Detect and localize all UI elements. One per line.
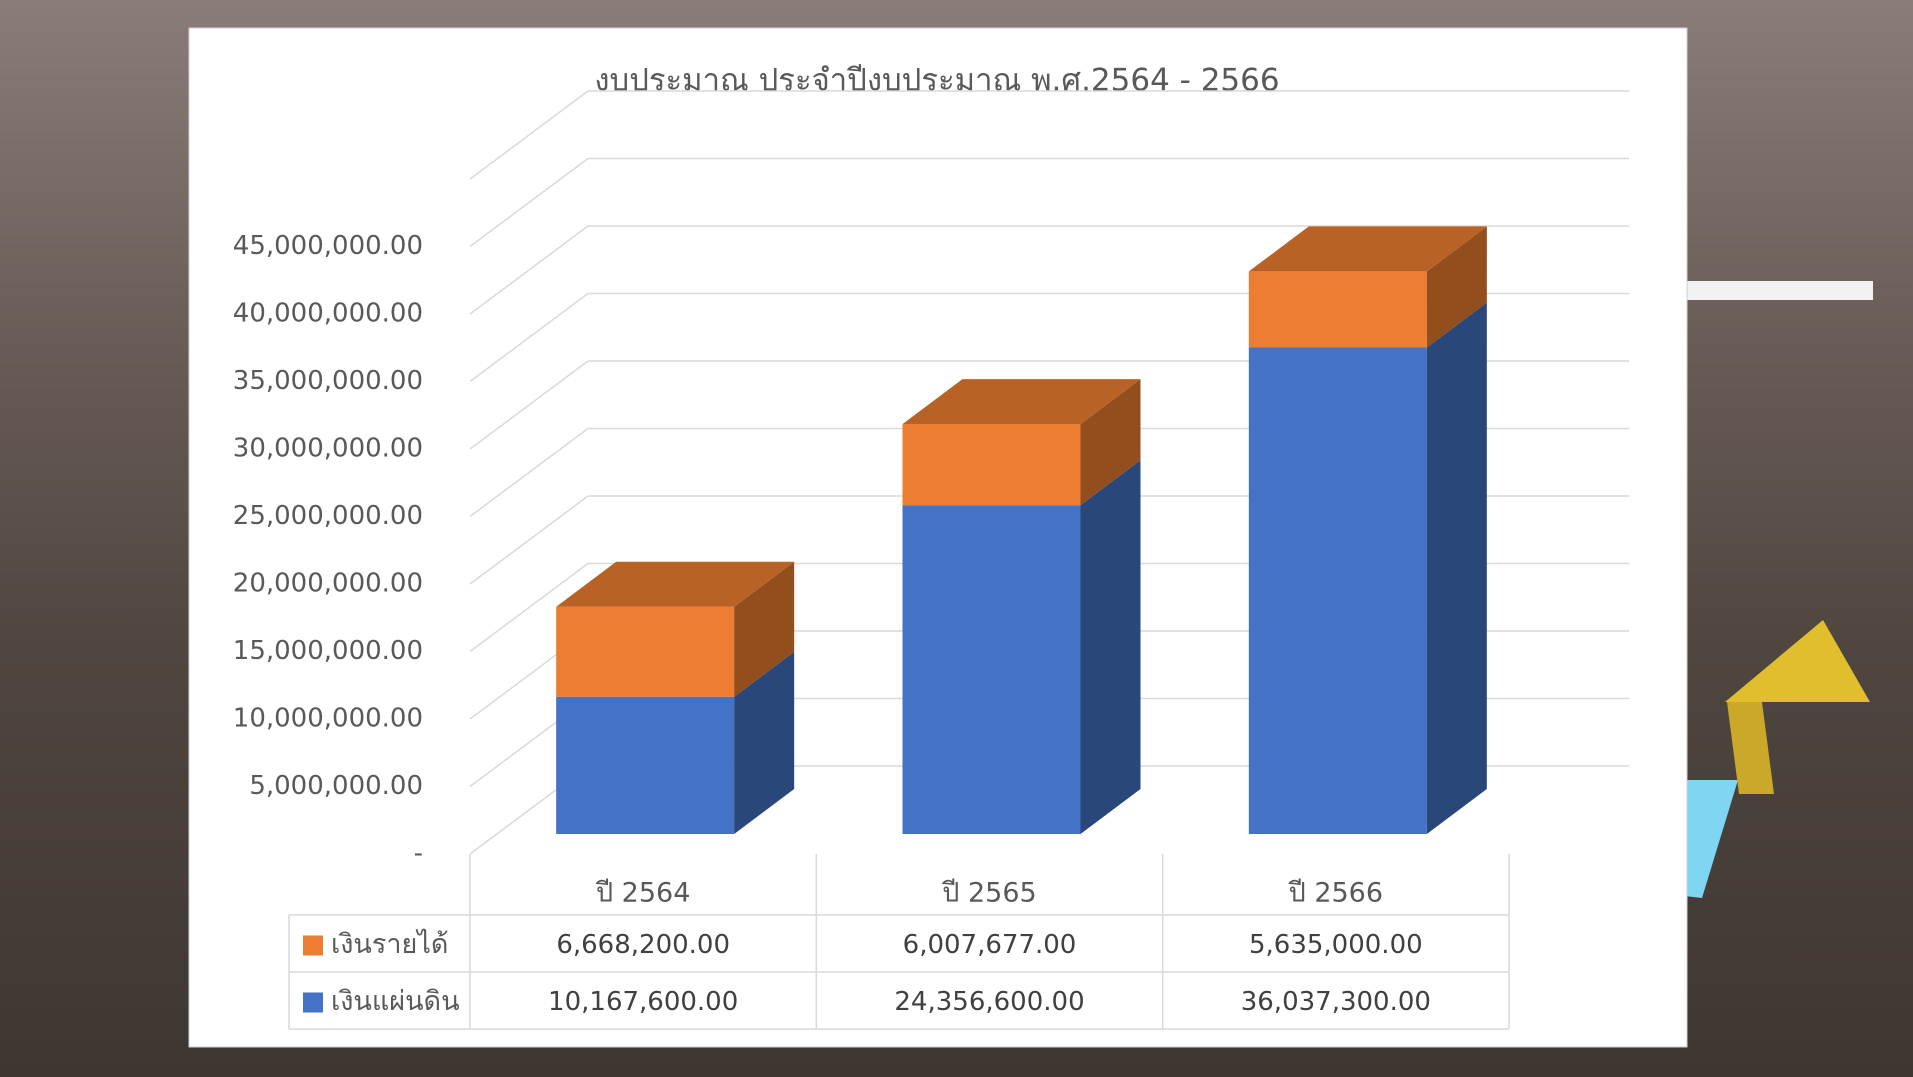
bar xyxy=(902,505,1081,834)
table-value: 24,356,600.00 xyxy=(894,987,1084,1017)
bar-side xyxy=(1080,460,1141,834)
y-tick-label: 40,000,000.00 xyxy=(233,299,423,329)
y-tick-label: 5,000,000.00 xyxy=(249,771,423,801)
bar-side xyxy=(734,561,795,697)
bar-side xyxy=(1426,226,1487,348)
y-tick-label: 45,000,000.00 xyxy=(233,231,423,261)
legend-label: เงินแผ่นดิน xyxy=(331,986,460,1017)
grid-line xyxy=(469,292,589,383)
table-value: 6,668,200.00 xyxy=(556,930,730,960)
legend-swatch xyxy=(303,935,323,956)
y-tick-label: 10,000,000.00 xyxy=(233,704,423,734)
x-tick-label: ปี 2566 xyxy=(1288,878,1383,909)
y-tick-label: 15,000,000.00 xyxy=(233,636,423,666)
x-tick-label: ปี 2565 xyxy=(942,878,1037,909)
bar-side xyxy=(734,651,795,834)
chart-title: งบประมาณ ประจำปีงบประมาณ พ.ศ.2564 - 2566 xyxy=(594,63,1279,99)
decor-arrow xyxy=(1725,620,1870,702)
legend-swatch xyxy=(303,992,323,1013)
bar-top xyxy=(556,561,795,607)
bar-top xyxy=(1248,226,1487,272)
grid-line xyxy=(469,225,589,315)
bar xyxy=(902,424,1081,506)
bar-side xyxy=(1426,302,1487,834)
grid-line xyxy=(469,427,589,518)
bar xyxy=(556,606,735,697)
bar-side xyxy=(1080,379,1141,506)
decor-bar xyxy=(1687,281,1873,300)
table-value: 10,167,600.00 xyxy=(548,987,738,1017)
table-value: 36,037,300.00 xyxy=(1241,987,1431,1017)
y-tick-label: 30,000,000.00 xyxy=(233,434,423,464)
grid-line xyxy=(469,157,589,248)
y-tick-label: 25,000,000.00 xyxy=(233,501,423,531)
y-tick-label: - xyxy=(414,839,423,869)
bar xyxy=(1248,347,1427,834)
bar xyxy=(1248,271,1427,348)
grid-line xyxy=(469,360,589,450)
y-tick-label: 20,000,000.00 xyxy=(233,569,423,599)
table-value: 6,007,677.00 xyxy=(903,930,1077,960)
decor-arrow xyxy=(1727,702,1774,794)
y-tick-label: 35,000,000.00 xyxy=(233,366,423,396)
grid-line xyxy=(469,495,589,585)
x-tick-label: ปี 2564 xyxy=(595,878,690,909)
plot-frame xyxy=(469,90,589,180)
grid-line xyxy=(469,562,589,653)
bar xyxy=(556,696,735,834)
legend-label: เงินรายได้ xyxy=(331,929,448,960)
table-value: 5,635,000.00 xyxy=(1249,930,1423,960)
bar-top xyxy=(902,379,1141,425)
